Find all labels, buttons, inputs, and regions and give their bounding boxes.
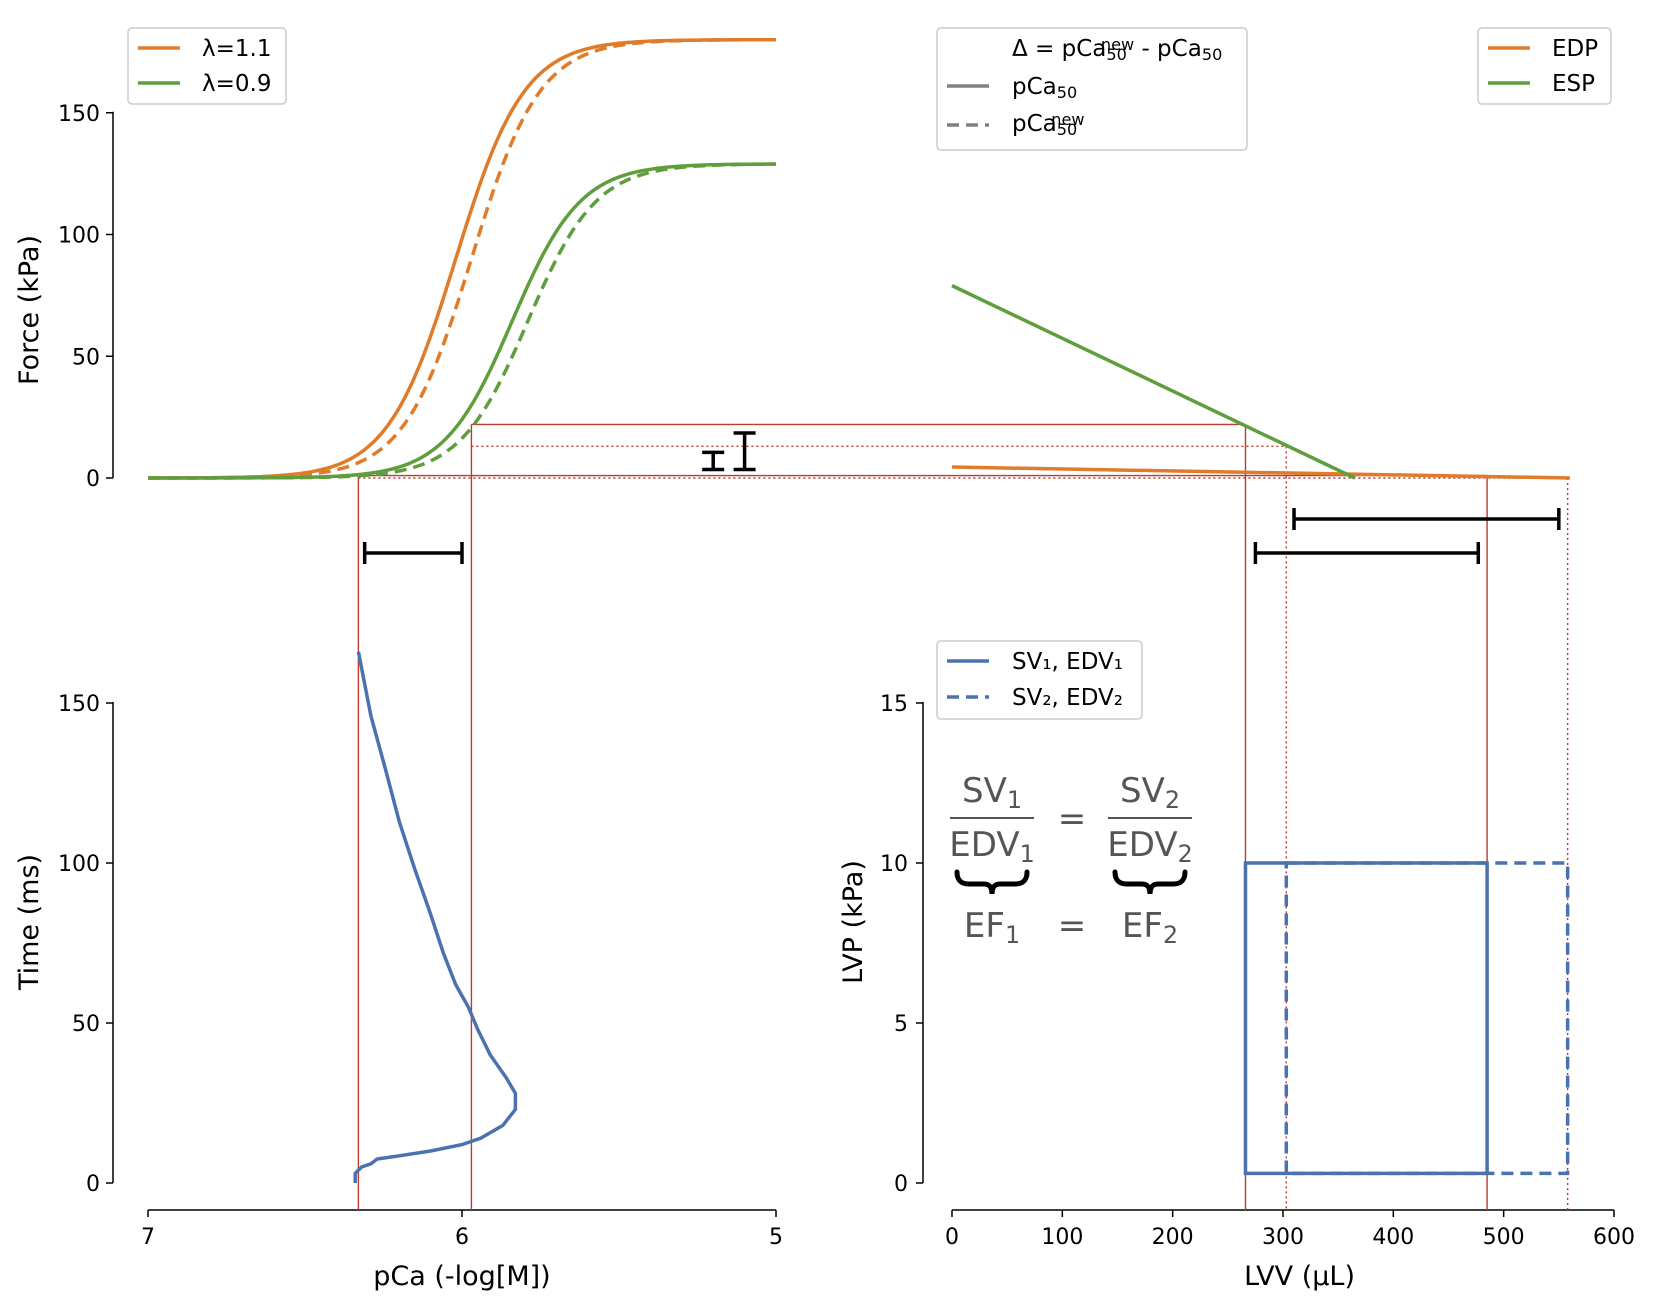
lvp-y-tick-label: 15	[880, 692, 908, 717]
edv-bar-1	[1253, 542, 1481, 564]
time-y-tick-label: 0	[86, 1172, 100, 1197]
force-pca-curve-2	[148, 162, 776, 480]
force-pca-curve-1	[148, 38, 776, 480]
pv-loop-1	[1243, 861, 1489, 1176]
eq-underbrace-1	[954, 869, 1030, 895]
force-diff-bar-2	[733, 431, 756, 472]
eq-underbrace-2	[1112, 869, 1188, 895]
time-y-tick-label: 100	[58, 852, 100, 877]
edp-line	[951, 465, 1570, 480]
force-y-tick-label: 0	[86, 467, 100, 492]
eq-sv1: SV1	[962, 771, 1022, 814]
eq-sv2: SV2	[1120, 771, 1180, 814]
lvv-x-axis-label: LVV (µL)	[1244, 1261, 1355, 1292]
legend-label-lambda-0.9: λ=0.9	[202, 71, 271, 97]
legend-label-pca50: pCa50	[1012, 74, 1077, 102]
pca-x-tick-label: 5	[769, 1225, 783, 1250]
time-y-tick-label: 50	[72, 1012, 100, 1037]
legends-layer: λ=1.1 λ=0.9 Δ = pCa50new - pCa50 pCa50 pCa50…	[127, 27, 1612, 720]
force-pca-curve-0	[148, 37, 776, 480]
lvp-y-axis-label: LVP (kPa)	[838, 860, 869, 984]
pca-x-axis-label: pCa (-log[M])	[373, 1261, 550, 1292]
eq-equals-top: =	[1058, 799, 1087, 839]
lvp-y-tick-label: 10	[880, 852, 908, 877]
lvv-x-tick-label: 300	[1262, 1225, 1304, 1250]
lvv-x-tick-label: 400	[1372, 1225, 1414, 1250]
legend-label-delta: Δ = pCa50new - pCa50	[1012, 35, 1222, 64]
lvv-x-tick-label: 200	[1152, 1225, 1194, 1250]
interval-bars-layer	[362, 431, 1561, 564]
edv-bar-2	[1292, 508, 1561, 530]
time-y-axis-label: Time (ms)	[14, 854, 45, 991]
calcium-transient-curve	[353, 651, 518, 1183]
ejection-fraction-equation: SV1 EDV1 = SV2 EDV2 EF1 = EF2	[949, 771, 1192, 949]
legend-label-sv2: SV₂, EDV₂	[1012, 685, 1123, 711]
force-y-axis-label: Force (kPa)	[14, 235, 45, 385]
pca50-shift-bar	[362, 542, 464, 564]
eq-edv2: EDV2	[1107, 825, 1192, 868]
legend-label-pca50-new: pCa50new	[1012, 110, 1085, 139]
lvv-x-tick-label: 600	[1593, 1225, 1635, 1250]
lvv-x-tick-label: 500	[1483, 1225, 1525, 1250]
lvv-x-tick-label: 0	[945, 1225, 959, 1250]
legend-label-edp: EDP	[1552, 36, 1598, 62]
force-y-tick-label: 50	[72, 345, 100, 370]
force-y-tick-label: 100	[58, 224, 100, 249]
pca-x-tick-label: 6	[455, 1225, 469, 1250]
series-layer	[148, 37, 1570, 1183]
eq-edv1: EDV1	[949, 825, 1034, 868]
legend-label-sv1: SV₁, EDV₁	[1012, 649, 1123, 675]
force-diff-bar-1	[702, 450, 725, 472]
time-y-tick-label: 150	[58, 692, 100, 717]
lvv-x-tick-label: 100	[1041, 1225, 1083, 1250]
legend-label-esp: ESP	[1552, 71, 1595, 97]
eq-ef1: EF1	[964, 906, 1020, 949]
esp-line	[951, 284, 1356, 480]
force-pca-curve-3	[148, 162, 776, 480]
force-y-tick-label: 150	[58, 102, 100, 127]
lvp-y-tick-label: 0	[894, 1172, 908, 1197]
lvp-y-tick-label: 5	[894, 1012, 908, 1037]
pca50-legend	[936, 27, 1248, 151]
legend-label-lambda-1.1: λ=1.1	[202, 36, 271, 62]
eq-equals-bottom: =	[1058, 906, 1087, 946]
eq-ef2: EF2	[1122, 906, 1178, 949]
pv-loop-2	[1284, 861, 1570, 1176]
pca-x-tick-label: 7	[141, 1225, 155, 1250]
